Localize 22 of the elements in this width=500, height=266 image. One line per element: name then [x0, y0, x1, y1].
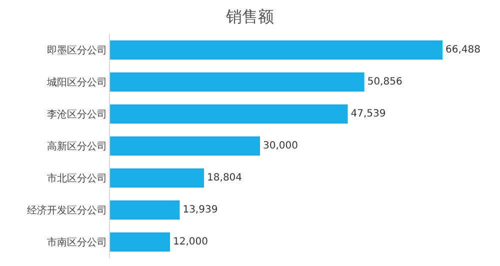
bar: [110, 72, 364, 92]
data-label: 66,488: [446, 44, 480, 56]
y-tick-label: 市南区分公司: [47, 236, 107, 248]
data-label: 13,939: [182, 204, 218, 216]
y-tick-label: 经济开发区分公司: [27, 204, 107, 216]
data-label: 50,856: [367, 76, 402, 88]
data-label: 12,000: [173, 236, 208, 248]
bar: [110, 168, 204, 188]
bar: [110, 232, 170, 252]
y-tick-label: 高新区分公司: [47, 140, 107, 152]
bar: [110, 104, 348, 124]
y-tick-label: 李沧区分公司: [47, 108, 107, 120]
bar: [110, 40, 442, 60]
y-tick-label: 市北区分公司: [47, 172, 107, 184]
data-label: 30,000: [263, 140, 298, 152]
y-tick-label: 城阳区分公司: [46, 76, 107, 88]
chart-title: 销售额: [225, 6, 274, 26]
data-label: 47,539: [350, 108, 386, 120]
data-label: 18,804: [207, 172, 242, 184]
bar: [110, 200, 180, 220]
bar: [110, 136, 260, 156]
y-tick-label: 即墨区分公司: [47, 44, 107, 56]
